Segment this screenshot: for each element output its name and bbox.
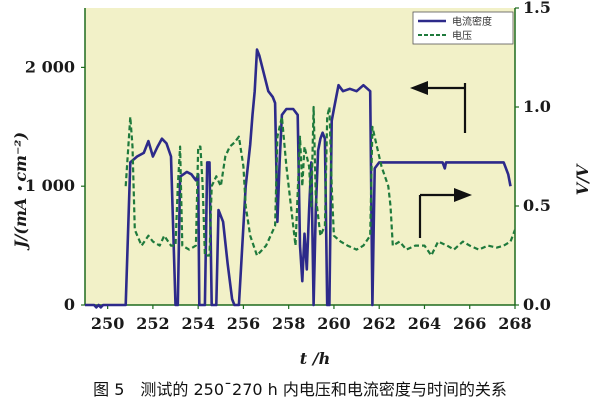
arrow-right-head	[454, 188, 472, 202]
x-tick-label: 258	[272, 314, 305, 333]
annotation-arrow-right	[418, 188, 472, 238]
legend-label: 电流密度	[452, 15, 492, 28]
y-right-tick-label: 1.5	[523, 0, 551, 17]
legend-label: 电压	[452, 29, 472, 42]
figure-caption: 图 5 测试的 250¯270 h 内电压和电流密度与时间的关系	[93, 380, 507, 399]
series-line-current-density	[85, 48, 512, 309]
y-axis-right-label: V/V	[573, 163, 592, 195]
arrow-left-shaft	[425, 83, 467, 133]
x-axis-label: t /h	[300, 349, 330, 368]
y-left-tick-label: 1 000	[25, 176, 75, 195]
x-tick-label: 254	[181, 314, 214, 333]
y-right-tick-label: 1.0	[523, 97, 551, 116]
x-tick-label: 260	[317, 314, 350, 333]
arrow-left-head	[410, 81, 428, 95]
x-tick-label: 256	[227, 314, 260, 333]
y-left-tick-label: 2 000	[25, 57, 75, 76]
x-tick-label: 252	[136, 314, 169, 333]
plot-area: 250 252 254 256 258 260 262 264 266 268 0 1 000 2 00…	[25, 0, 551, 333]
series-line-voltage	[124, 105, 515, 257]
legend-box	[412, 11, 514, 45]
x-tick-label: 266	[453, 314, 486, 333]
y-right-tick-label: 0.5	[523, 196, 551, 215]
series-group	[85, 48, 515, 309]
y-left-tick-label: 0	[64, 295, 75, 314]
x-tick-label: 268	[498, 314, 531, 333]
x-tick-label: 262	[363, 314, 396, 333]
arrow-right-shaft	[418, 193, 458, 238]
annotation-arrow-left	[410, 81, 467, 133]
y-axis-left-label: J/(mA・cm⁻²)	[11, 132, 30, 251]
x-tick-label: 264	[408, 314, 441, 333]
x-tick-label: 250	[91, 314, 124, 333]
y-right-tick-label: 0.0	[523, 295, 551, 314]
